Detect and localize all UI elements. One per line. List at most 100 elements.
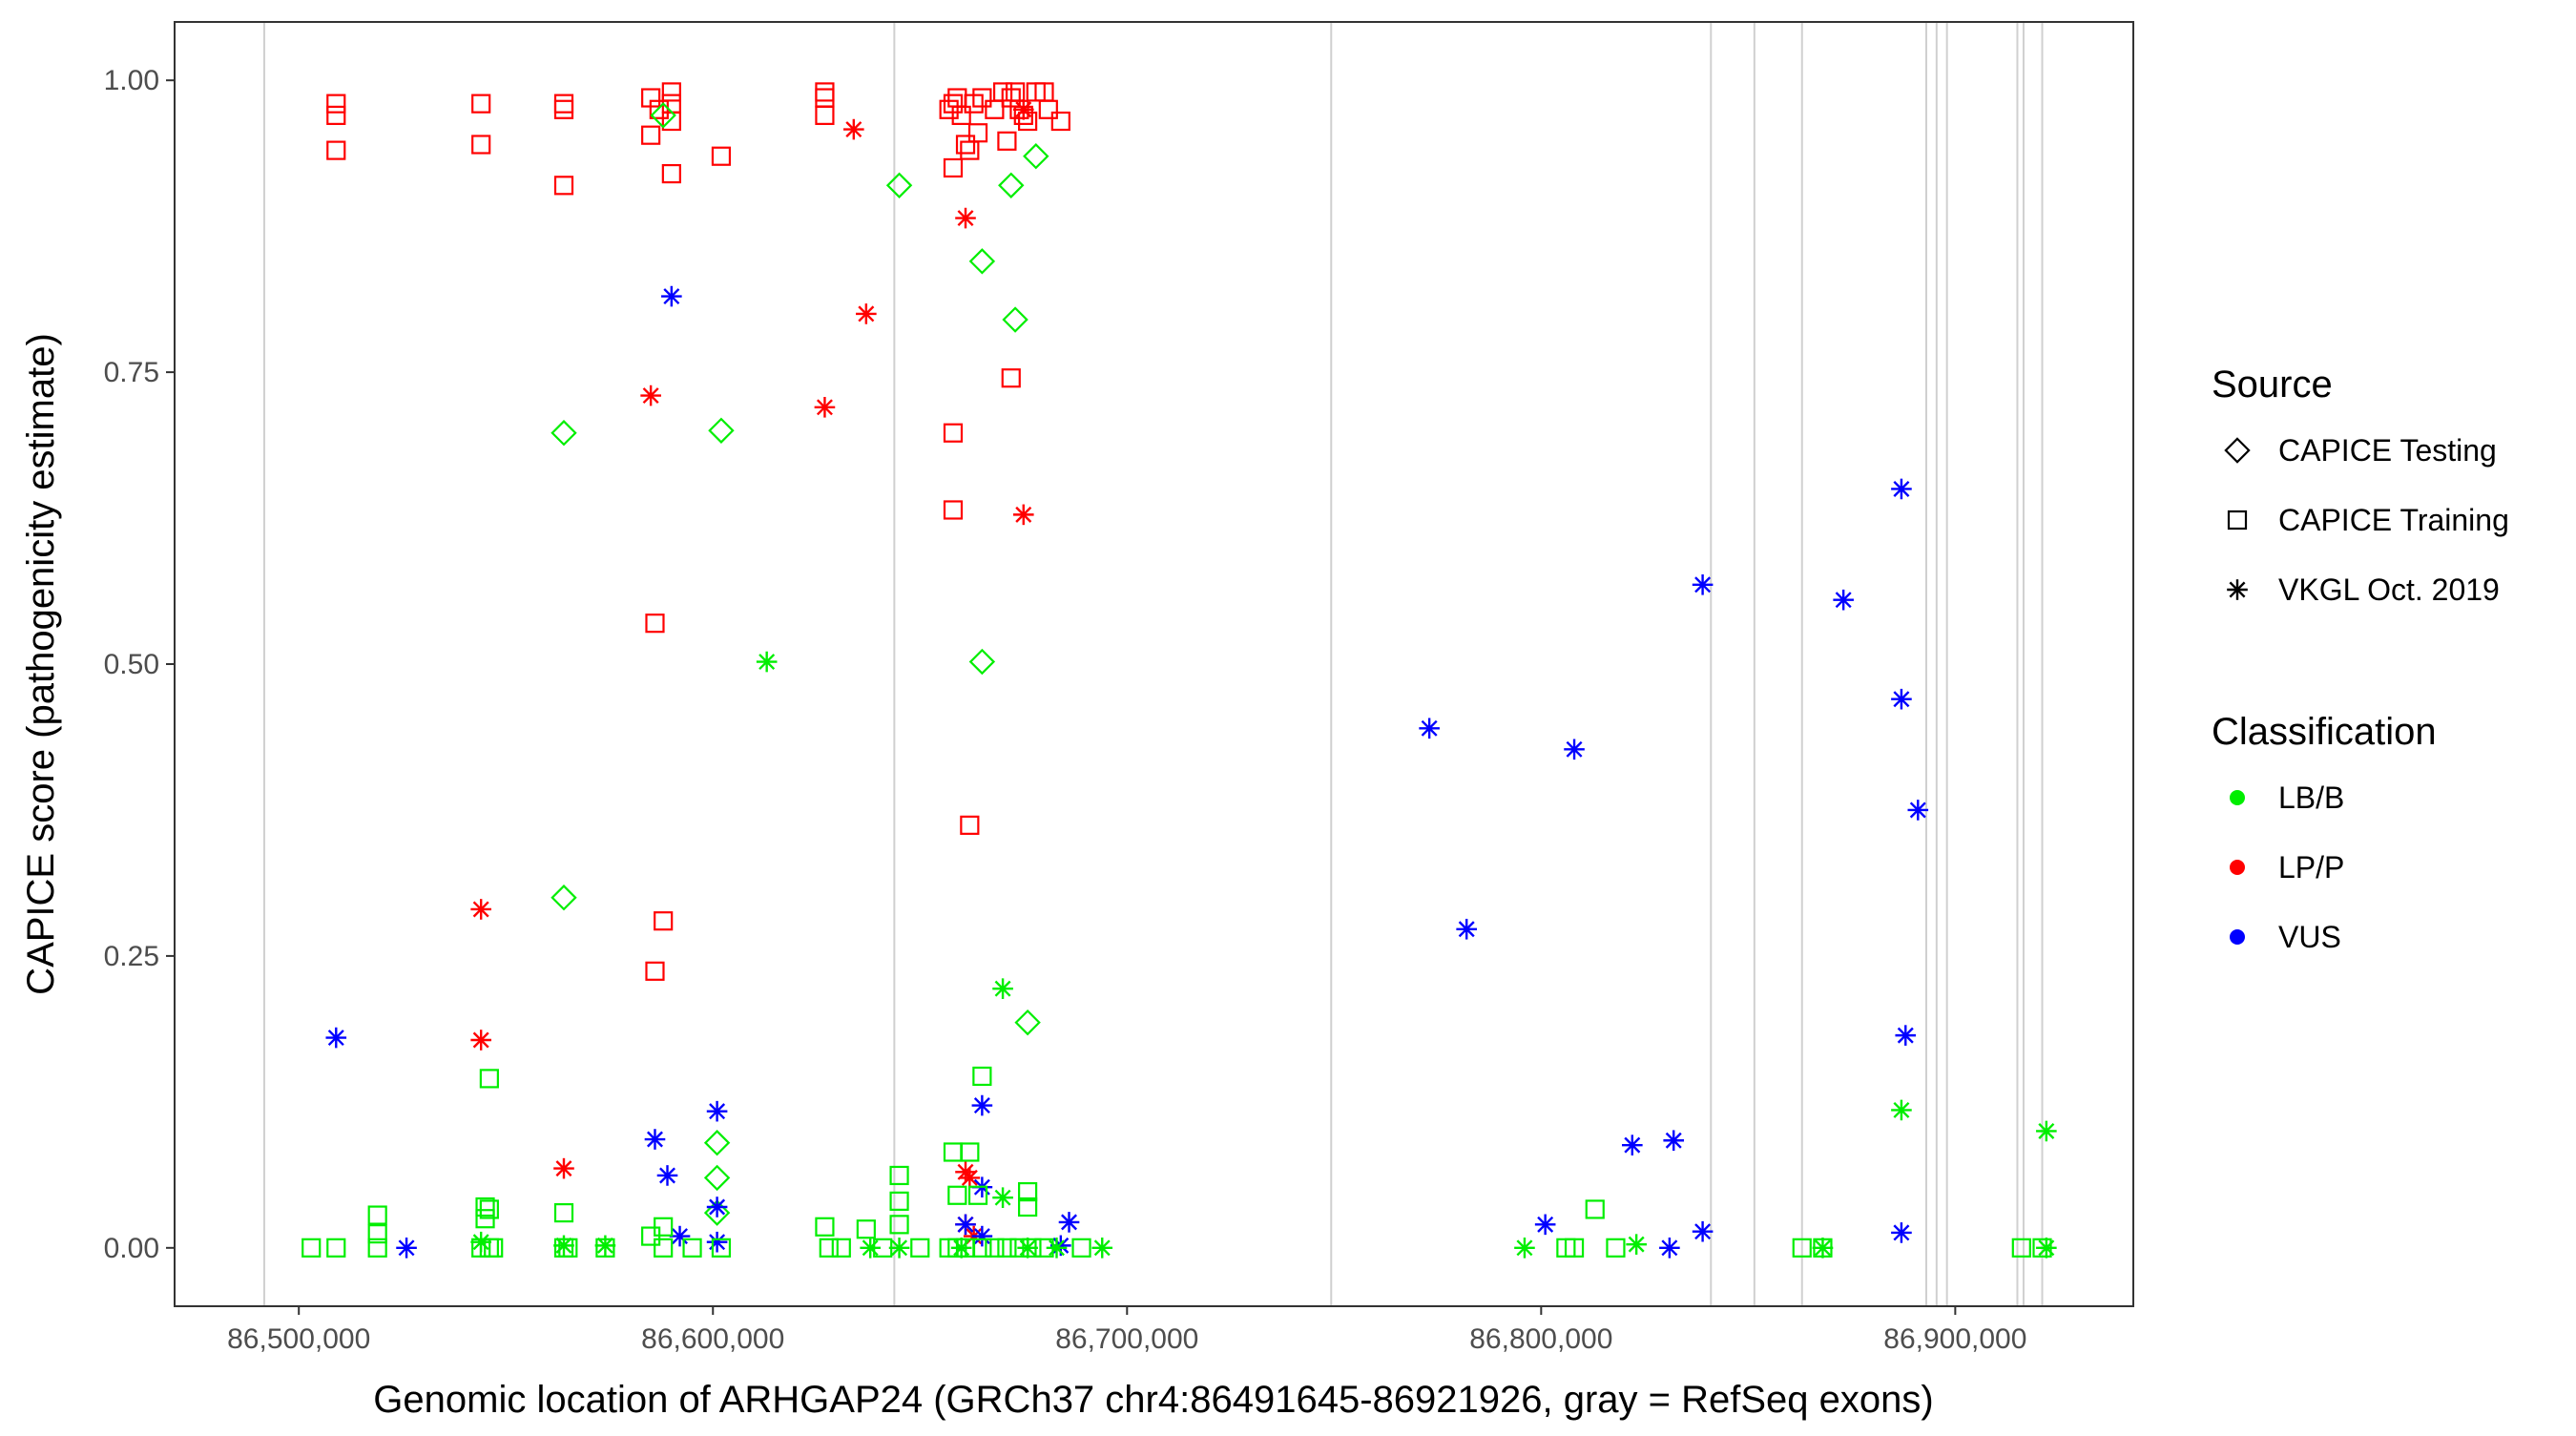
data-point: [471, 135, 491, 155]
data-point: [873, 1238, 893, 1258]
data-point: [1564, 739, 1585, 760]
data-point: [644, 1129, 666, 1150]
legend-label-training: CAPICE Training: [2278, 503, 2509, 537]
x-tick-label: 86,800,000: [1469, 1323, 1612, 1355]
data-point: [367, 1224, 387, 1244]
legend-label-class: VUS: [2278, 920, 2341, 954]
data-point: [301, 1238, 322, 1258]
data-point: [856, 303, 877, 324]
data-point: [1534, 1214, 1556, 1236]
data-point: [1001, 368, 1021, 388]
data-point: [889, 1191, 909, 1211]
data-point: [326, 140, 346, 160]
data-point: [972, 88, 992, 108]
data-point: [470, 1030, 491, 1051]
data-point: [1022, 1238, 1042, 1258]
x-tick-label: 86,600,000: [641, 1323, 784, 1355]
data-point: [950, 1238, 972, 1259]
legend-label-class: LP/P: [2278, 850, 2344, 884]
data-point: [1891, 1099, 1912, 1121]
data-point: [943, 157, 964, 178]
data-point: [756, 651, 778, 673]
data-point: [1456, 918, 1477, 940]
data-point: [1792, 1238, 1812, 1258]
data-point: [470, 899, 491, 920]
data-point: [889, 1215, 909, 1235]
data-point: [985, 1238, 1005, 1258]
data-point: [1091, 1238, 1113, 1259]
data-point: [2032, 1238, 2052, 1258]
data-point: [971, 1094, 993, 1116]
data-point: [860, 1238, 881, 1259]
legend-key-vkgl: [2227, 579, 2248, 600]
data-point: [972, 1066, 992, 1087]
data-point: [819, 1238, 839, 1258]
data-point: [1046, 1238, 1068, 1259]
data-point: [992, 978, 1013, 999]
data-point: [955, 1161, 976, 1183]
data-point: [955, 207, 976, 229]
data-point: [1833, 589, 1854, 611]
data-point: [997, 1238, 1017, 1258]
legend-label-vkgl: VKGL Oct. 2019: [2278, 572, 2500, 607]
data-point: [960, 815, 980, 835]
data-point: [645, 961, 665, 981]
x-axis: 86,500,000 86,600,000 86,700,000 86,800,000…: [227, 1306, 2026, 1355]
data-point: [553, 1203, 574, 1223]
data-point: [856, 1219, 876, 1239]
data-point: [960, 1142, 980, 1162]
data-point: [1038, 99, 1058, 119]
y-axis-title: CAPICE score (pathogenicity estimate): [20, 333, 62, 995]
data-point: [471, 94, 491, 114]
data-point: [2036, 1120, 2057, 1142]
data-point: [1812, 1238, 1834, 1259]
data-point: [654, 1238, 674, 1258]
data-point: [955, 135, 976, 155]
x-tick-label: 86,500,000: [227, 1323, 370, 1355]
data-point: [551, 420, 577, 447]
data-point: [326, 105, 346, 125]
data-point: [1891, 1222, 1912, 1243]
data-point: [1626, 1234, 1647, 1255]
data-point: [325, 1027, 347, 1049]
data-point: [1018, 1197, 1038, 1217]
data-point: [2036, 1238, 2057, 1259]
data-point: [1034, 1238, 1054, 1258]
data-point: [955, 1214, 976, 1236]
data-point: [2011, 1238, 2031, 1258]
data-point: [1891, 478, 1912, 500]
legend-label-testing: CAPICE Testing: [2278, 433, 2497, 468]
exon-lines: [262, 22, 2044, 1306]
data-point: [551, 884, 577, 911]
y-axis: 0.00 0.25 0.50 0.75 1.00: [104, 65, 175, 1264]
data-point: [831, 1238, 851, 1258]
data-point: [1663, 1130, 1685, 1152]
data-point: [706, 1197, 728, 1217]
data-point: [661, 285, 682, 307]
data-point: [1012, 98, 1034, 120]
data-point: [815, 105, 835, 125]
data-point: [475, 1197, 495, 1217]
data-point: [1585, 1199, 1605, 1219]
y-tick-label: 1.00: [104, 65, 159, 96]
data-point: [708, 417, 735, 444]
y-tick-label: 0.25: [104, 941, 159, 972]
legend-source-items: CAPICE Testing CAPICE Training VKGL Oct. 2…: [2224, 433, 2509, 607]
data-point: [656, 1165, 678, 1186]
data-point: [1009, 1238, 1029, 1258]
data-point: [947, 1185, 967, 1205]
legend-key-testing: [2224, 437, 2251, 464]
data-point: [1813, 1238, 1833, 1258]
data-point: [553, 1157, 574, 1179]
data-point: [326, 1238, 346, 1258]
x-axis-title: Genomic location of ARHGAP24 (GRCh37 chr…: [373, 1379, 1933, 1421]
data-point: [1692, 1220, 1714, 1242]
data-point: [1622, 1134, 1643, 1155]
data-point: [998, 172, 1025, 199]
data-point: [641, 1226, 661, 1246]
data-point: [396, 1238, 417, 1259]
data-point: [1606, 1238, 1626, 1258]
data-point: [650, 102, 676, 129]
